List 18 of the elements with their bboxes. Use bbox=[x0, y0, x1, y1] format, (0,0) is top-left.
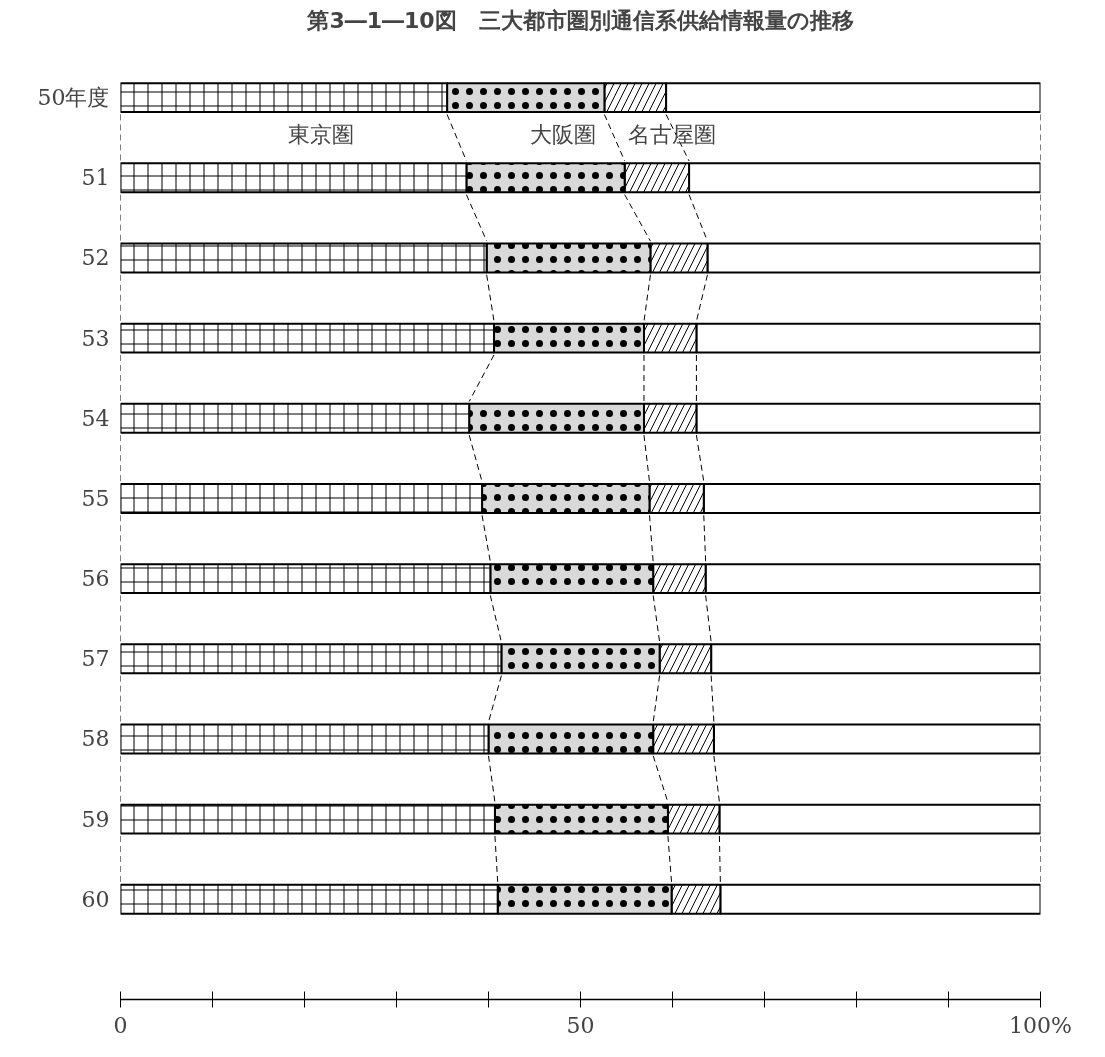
y-tick-label: 51 bbox=[81, 165, 110, 191]
y-tick-label: 60 bbox=[81, 886, 110, 912]
x-tick-label: 100% bbox=[1009, 1012, 1072, 1038]
y-tick-label: 56 bbox=[81, 566, 110, 592]
y-tick-label: 58 bbox=[81, 726, 110, 752]
chart-title: 第3―1―10図 三大都市圏別通信系供給情報量の推移 bbox=[306, 7, 854, 33]
y-tick-label: 59 bbox=[81, 806, 110, 832]
y-tick-label: 55 bbox=[81, 485, 110, 511]
y-tick-label: 50年度 bbox=[37, 85, 110, 111]
y-tick-label: 52 bbox=[81, 245, 110, 271]
x-tick-label: 0 bbox=[113, 1012, 128, 1038]
y-tick-label: 53 bbox=[81, 325, 110, 351]
y-tick-label: 54 bbox=[81, 405, 110, 431]
y-tick-label: 57 bbox=[81, 646, 110, 672]
series-label: 大阪圏 bbox=[529, 121, 596, 147]
x-tick-label: 50 bbox=[566, 1012, 595, 1038]
series-label: 名古屋圏 bbox=[628, 121, 717, 147]
series-label: 東京圏 bbox=[287, 121, 354, 147]
